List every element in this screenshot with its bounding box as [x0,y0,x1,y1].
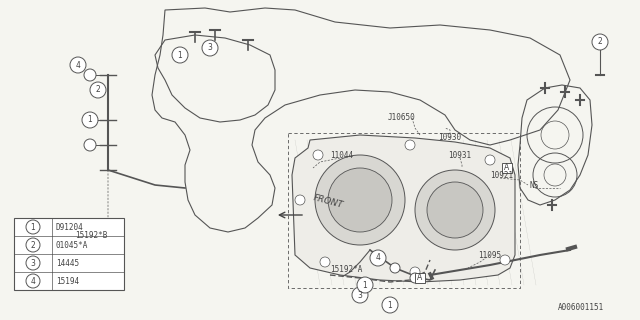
Text: 11044: 11044 [330,150,353,159]
Circle shape [328,168,392,232]
Text: J10650: J10650 [388,114,416,123]
Circle shape [592,34,608,50]
Bar [415,273,425,283]
Circle shape [26,238,40,252]
Circle shape [84,69,96,81]
Circle shape [26,274,40,288]
Circle shape [410,273,420,283]
Text: 15192*A: 15192*A [330,266,362,275]
Circle shape [427,182,483,238]
Circle shape [172,47,188,63]
Circle shape [382,297,398,313]
Text: 11095: 11095 [478,251,501,260]
Bar [502,163,512,173]
Text: 10931: 10931 [448,150,471,159]
Text: 15192*B: 15192*B [75,230,108,239]
Circle shape [390,263,400,273]
Bar [14,218,124,290]
Circle shape [357,277,373,293]
Circle shape [415,170,495,250]
Circle shape [26,220,40,234]
Text: 2: 2 [598,37,602,46]
Text: 3: 3 [358,291,362,300]
Text: 01045*A: 01045*A [56,241,88,250]
Circle shape [405,140,415,150]
Text: 1: 1 [178,51,182,60]
Text: 1: 1 [88,116,92,124]
Circle shape [485,155,495,165]
Text: 1: 1 [363,281,367,290]
Circle shape [500,255,510,265]
Circle shape [202,40,218,56]
Text: 1: 1 [31,222,35,231]
Text: 10930: 10930 [438,133,461,142]
Text: 3: 3 [31,259,35,268]
Circle shape [26,256,40,270]
Circle shape [315,155,405,245]
Text: 14445: 14445 [56,259,79,268]
Circle shape [84,139,96,151]
Text: 1: 1 [388,300,392,309]
Text: 4: 4 [376,253,380,262]
Polygon shape [292,135,515,282]
Circle shape [320,257,330,267]
Text: NS: NS [530,180,540,189]
Text: 4: 4 [31,276,35,285]
Text: 10921: 10921 [490,171,513,180]
Text: A: A [504,164,509,172]
Circle shape [370,250,386,266]
Circle shape [84,114,96,126]
Text: FRONT: FRONT [312,193,344,210]
Circle shape [410,267,420,277]
Text: 2: 2 [95,85,100,94]
Text: 15194: 15194 [56,276,79,285]
Text: D91204: D91204 [56,222,84,231]
Circle shape [352,287,368,303]
Text: 2: 2 [31,241,35,250]
Circle shape [90,82,106,98]
Circle shape [82,112,98,128]
Circle shape [70,57,86,73]
Text: 4: 4 [76,60,81,69]
Text: A: A [417,274,422,283]
Circle shape [313,150,323,160]
Text: 3: 3 [207,44,212,52]
Text: A006001151: A006001151 [558,303,604,313]
Circle shape [295,195,305,205]
